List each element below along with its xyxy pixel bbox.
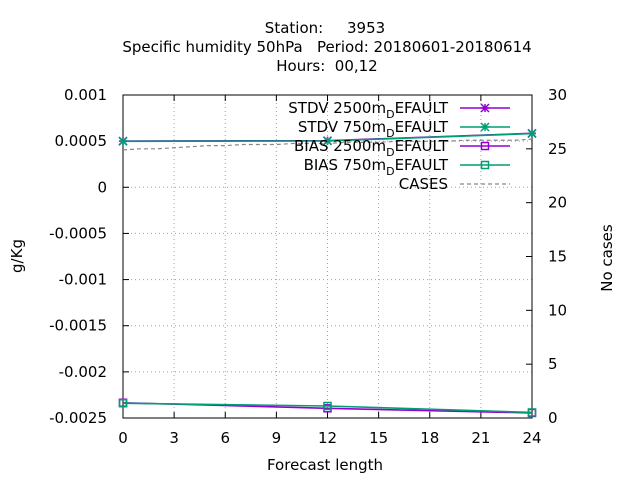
legend-marker: [480, 160, 490, 170]
series-line: [122, 402, 533, 414]
legend-entry: STDV 750mDEFAULT: [298, 118, 510, 140]
x-tick-label: 12: [318, 429, 337, 447]
x-tick-label: 3: [169, 429, 179, 447]
y2-axis-label: No cases: [598, 224, 616, 292]
x-tick-label: 24: [522, 429, 541, 447]
series-lines: [118, 128, 537, 418]
data-point: [527, 408, 537, 417]
y-tick-label: -0.002: [59, 363, 107, 381]
y-tick-label: 0: [97, 178, 107, 196]
y2-tick-label: 15: [548, 248, 567, 266]
y2-tick-label: 30: [548, 86, 567, 104]
chart-title-line-2: Specific humidity 50hPa Period: 20180601…: [122, 38, 531, 56]
data-point: [118, 136, 128, 146]
legend-label: STDV 2500mDEFAULT: [288, 99, 449, 121]
legend-entry: BIAS 750mDEFAULT: [304, 156, 510, 178]
axis-ticks: 0 3 6 9 12 15 18 21 24 0.001 0.0005 0 -0.0005 -0.001 -…: [49, 86, 567, 447]
y-axis-label: g/Kg: [8, 239, 26, 273]
y-tick-label: -0.0015: [49, 317, 107, 335]
legend-entry: STDV 2500mDEFAULT: [288, 99, 510, 121]
y-tick-label: 0.001: [64, 86, 107, 104]
chart-title-line-3: Hours: 00,12: [276, 57, 377, 75]
legend-marker: [480, 122, 490, 132]
y-tick-label: 0.0005: [55, 132, 108, 150]
legend-marker: [480, 141, 490, 151]
data-point: [322, 136, 333, 146]
y-tick-label: -0.001: [59, 271, 107, 289]
series-4: [122, 138, 533, 151]
series-line: [122, 138, 533, 151]
x-tick-label: 18: [420, 429, 439, 447]
x-tick-label: 21: [471, 429, 490, 447]
series-1: [118, 129, 537, 146]
legend-entry: BIAS 2500mDEFAULT: [294, 137, 510, 159]
y2-tick-label: 10: [548, 301, 567, 319]
legend-label: BIAS 750mDEFAULT: [304, 156, 449, 178]
grid: [123, 95, 532, 418]
legend-label: BIAS 2500mDEFAULT: [294, 137, 449, 159]
series-3: [118, 398, 537, 417]
legend-label: STDV 750mDEFAULT: [298, 118, 449, 140]
legend-marker: [480, 103, 490, 113]
x-tick-label: 0: [118, 429, 128, 447]
data-point: [527, 129, 537, 139]
y2-tick-label: 5: [548, 355, 558, 373]
data-point: [118, 398, 128, 408]
legend-entry: CASES: [399, 175, 510, 193]
data-point: [323, 401, 332, 411]
y2-tick-label: 20: [548, 194, 567, 212]
legend-label: CASES: [399, 175, 448, 193]
x-tick-label: 9: [272, 429, 282, 447]
y2-tick-label: 0: [548, 409, 558, 427]
x-tick-label: 6: [220, 429, 230, 447]
x-axis-label: Forecast length: [267, 456, 383, 474]
y-tick-label: -0.0005: [49, 224, 107, 242]
y-tick-label: -0.0025: [49, 409, 107, 427]
x-tick-label: 15: [369, 429, 388, 447]
chart-title-line-1: Station: 3953: [265, 19, 385, 37]
y2-tick-label: 25: [548, 140, 567, 158]
